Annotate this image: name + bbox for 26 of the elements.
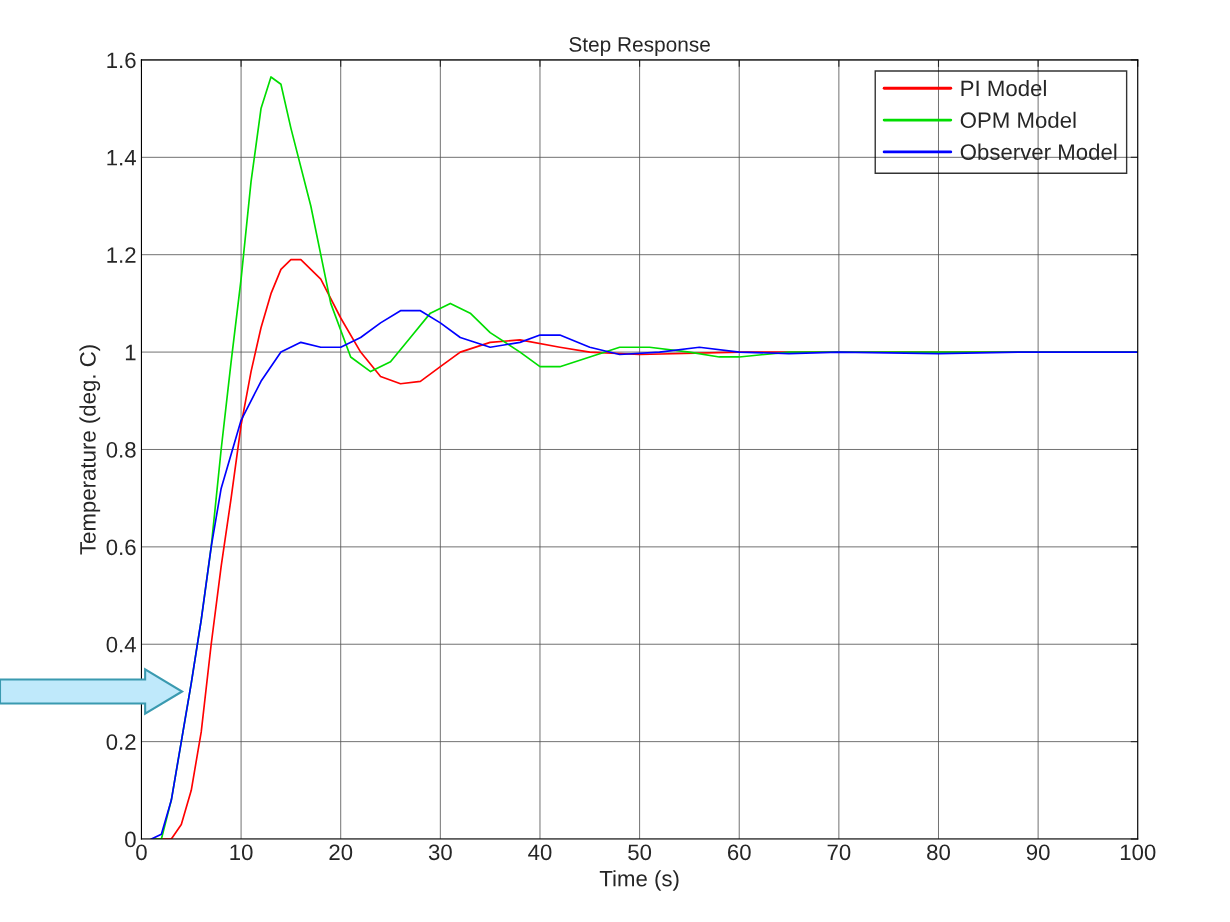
y-tick-label: 1.6: [107, 52, 136, 69]
x-tick-label: 80: [927, 844, 950, 861]
x-tick-label: 70: [827, 844, 851, 861]
y-tick-label: 0: [125, 831, 136, 848]
y-tick-label: 0.4: [106, 636, 136, 653]
x-tick-label: 60: [728, 844, 751, 861]
x-tick-label: 40: [528, 844, 552, 861]
x-tick-label: 20: [329, 844, 353, 861]
legend-label: PI Model: [961, 79, 1046, 97]
x-tick-label: 0: [136, 844, 147, 861]
x-axis-title: Time (s): [599, 870, 679, 891]
y-tick-label: 1: [125, 344, 136, 361]
x-tick-label: 100: [1120, 844, 1156, 861]
x-tick-label: 50: [628, 844, 652, 861]
y-tick-label: 1.4: [107, 150, 136, 166]
x-tick-label: 30: [428, 844, 452, 861]
legend-label: OPM Model: [960, 111, 1076, 129]
legend-label: Observer Model: [960, 143, 1117, 160]
y-tick-label: 0.2: [106, 734, 136, 750]
chart-title: Step Response: [569, 37, 710, 56]
y-tick-label: 0.8: [106, 442, 136, 458]
x-tick-label: 10: [230, 844, 253, 861]
y-axis-title: Temperature (deg. C): [79, 345, 101, 555]
y-tick-label: 1.2: [107, 247, 136, 263]
x-tick-label: 90: [1026, 844, 1050, 861]
y-tick-label: 0.6: [106, 539, 136, 556]
